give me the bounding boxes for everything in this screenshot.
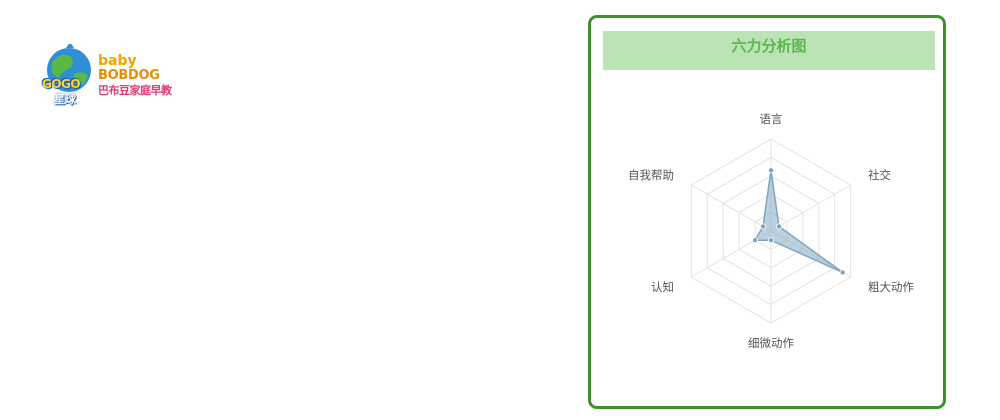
- logo-bobdog-text: BOBDOG: [98, 69, 172, 82]
- radar-data-point: [776, 224, 781, 229]
- radar-data-point: [840, 270, 845, 275]
- analysis-panel: 六力分析图 语言 社交 粗大动作 细微动作 认知 自我帮助: [588, 15, 946, 409]
- radar-data-point: [768, 168, 773, 173]
- logo-gogo-text: GOGO: [42, 77, 80, 91]
- logo-star-text: 星球: [54, 91, 76, 107]
- brand-logo[interactable]: GOGO 星球 baby BOBDOG 巴布豆家庭早教: [40, 44, 190, 108]
- radar-data-point: [760, 224, 765, 229]
- radar-axis-label: 细微动作: [748, 336, 794, 350]
- radar-axis-label: 社交: [868, 168, 891, 182]
- radar-data-point: [768, 238, 773, 243]
- radar-data-point: [752, 238, 757, 243]
- logo-slogan: 巴布豆家庭早教: [98, 85, 172, 96]
- radar-axis-line: [691, 185, 771, 231]
- radar-axis-label: 认知: [651, 280, 674, 294]
- radar-axis-label: 粗大动作: [868, 280, 914, 294]
- logo-baby-text: baby: [98, 54, 172, 68]
- radar-axis-label: 自我帮助: [628, 168, 674, 182]
- radar-series-area: [755, 170, 843, 272]
- radar-axis-line: [771, 185, 851, 231]
- radar-axis-label: 语言: [760, 112, 783, 126]
